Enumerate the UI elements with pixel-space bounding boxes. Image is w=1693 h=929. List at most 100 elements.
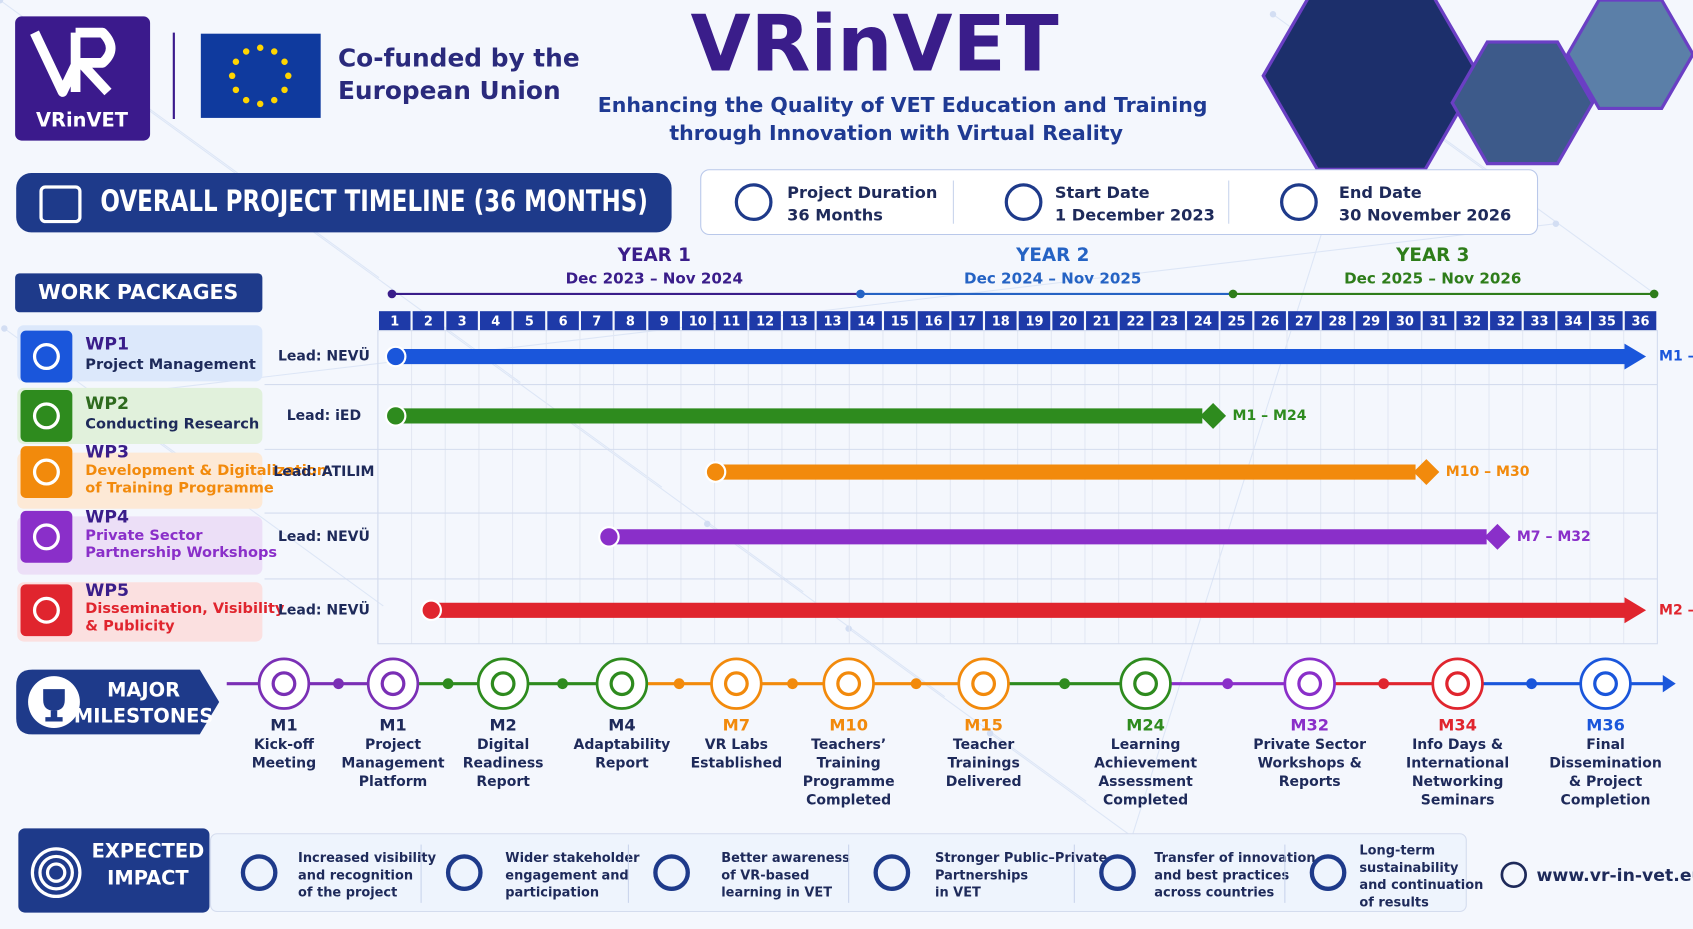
month-label: 14 bbox=[857, 314, 875, 329]
wp-id: WP4 bbox=[85, 507, 129, 527]
month-cell bbox=[1220, 311, 1253, 331]
month-cell bbox=[648, 311, 680, 331]
wp-icon-glyph bbox=[32, 596, 60, 624]
eu-star bbox=[232, 86, 240, 94]
milestone-glyph bbox=[1297, 671, 1323, 697]
impact-panel bbox=[210, 833, 1467, 913]
eu-text: Co-funded by the bbox=[338, 44, 580, 73]
wp-start bbox=[420, 599, 443, 622]
milestone-text: Achievement bbox=[1094, 756, 1197, 772]
month-cell bbox=[917, 311, 950, 331]
milestone-code: M32 bbox=[1290, 715, 1329, 734]
milestone-text: Completed bbox=[806, 792, 891, 808]
eu-star bbox=[256, 100, 264, 108]
impact-icon bbox=[240, 854, 278, 891]
milestone-text: Learning bbox=[1111, 737, 1181, 753]
impact-icon bbox=[1309, 854, 1347, 891]
info-value: 30 November 2026 bbox=[1339, 206, 1511, 225]
impact-text: Increased visibility bbox=[298, 851, 437, 866]
milestone-arrow bbox=[1662, 675, 1676, 693]
milestone-text: Completed bbox=[1103, 792, 1188, 808]
impact-text: of results bbox=[1359, 895, 1429, 910]
month-cell bbox=[378, 311, 411, 331]
milestone-circle bbox=[1119, 657, 1172, 710]
month-cell bbox=[1018, 311, 1051, 331]
wp-end-diamond bbox=[1200, 402, 1227, 429]
milestone-dot bbox=[673, 678, 685, 690]
wp-id: WP2 bbox=[85, 394, 129, 414]
month-cell bbox=[446, 311, 478, 331]
eu-star bbox=[271, 48, 278, 55]
impact-text: of the project bbox=[298, 886, 397, 901]
milestone-dot bbox=[333, 678, 344, 690]
milestone-code: M4 bbox=[608, 715, 635, 734]
month-label: 11 bbox=[722, 314, 740, 329]
milestone-glyph bbox=[1133, 671, 1158, 697]
milestone-text: VR Labs bbox=[705, 737, 768, 753]
milestone-glyph bbox=[490, 671, 516, 697]
info-value: 1 December 2023 bbox=[1055, 206, 1215, 225]
milestone-dot bbox=[442, 678, 454, 690]
month-label: 20 bbox=[1059, 314, 1077, 329]
wp-name: Development & Digitalization bbox=[85, 462, 327, 479]
wp-start bbox=[384, 405, 407, 427]
target-icon bbox=[30, 847, 82, 899]
wp-lead: Lead: NEVÜ bbox=[278, 347, 370, 365]
impact-text: in VET bbox=[935, 886, 981, 901]
milestone-circle bbox=[476, 657, 530, 710]
milestone-glyph bbox=[609, 671, 635, 697]
month-label: 24 bbox=[1194, 314, 1212, 329]
bg-node bbox=[1552, 220, 1560, 227]
target-icon bbox=[38, 854, 74, 891]
milestone-text: Networking bbox=[1412, 774, 1504, 790]
milestone-glyph bbox=[1445, 671, 1471, 697]
impact-text: and recognition bbox=[298, 868, 413, 883]
wp-card bbox=[17, 582, 263, 642]
wp-lead: Lead: ATILIM bbox=[273, 464, 374, 480]
month-label: 21 bbox=[1093, 314, 1111, 329]
impact-text: Partnerships bbox=[935, 868, 1028, 883]
month-cell bbox=[1355, 311, 1387, 331]
month-cell bbox=[614, 311, 647, 331]
milestone-code: M36 bbox=[1586, 715, 1625, 734]
year-dot bbox=[856, 289, 865, 299]
milestone-text: Training bbox=[817, 756, 881, 772]
milestone-text: Readiness bbox=[463, 756, 544, 772]
target-icon bbox=[45, 862, 67, 883]
month-label: 8 bbox=[626, 314, 635, 329]
milestone-code: M7 bbox=[723, 715, 750, 734]
month-cell bbox=[1523, 311, 1556, 331]
month-cell bbox=[783, 311, 815, 331]
eu-star bbox=[281, 58, 288, 66]
wp-name: Private Sector bbox=[85, 527, 203, 544]
logo-text: VRinVET bbox=[36, 109, 129, 132]
milestone-text: Established bbox=[691, 756, 783, 772]
wp-icon-glyph bbox=[32, 402, 60, 430]
bg-node bbox=[986, 730, 994, 737]
wp-icon bbox=[20, 389, 73, 442]
year-range: Dec 2023 – Nov 2024 bbox=[566, 269, 743, 287]
impact-text: Transfer of innovation bbox=[1154, 851, 1315, 866]
milestone-text: Private Sector bbox=[1253, 737, 1366, 753]
impact-title: EXPECTED bbox=[92, 840, 205, 863]
milestone-text: Final bbox=[1586, 737, 1625, 753]
wp-range: M1 – M36 bbox=[1659, 349, 1693, 365]
bg-node bbox=[0, 0, 4, 4]
milestone-text: Meeting bbox=[252, 756, 316, 772]
wp-end-diamond bbox=[1484, 523, 1511, 550]
milestone-code: M34 bbox=[1438, 715, 1477, 734]
milestone-text: Programme bbox=[803, 774, 895, 790]
milestone-text: Seminars bbox=[1421, 792, 1495, 808]
logo-mark bbox=[30, 27, 116, 97]
milestone-text: Kick-off bbox=[254, 737, 315, 753]
month-cell bbox=[1119, 311, 1152, 331]
month-label: 27 bbox=[1295, 314, 1313, 329]
month-label: 18 bbox=[992, 314, 1010, 329]
wp-name: Partnership Workshops bbox=[85, 544, 277, 561]
impact-icon bbox=[445, 854, 483, 891]
month-label: 32 bbox=[1463, 314, 1481, 329]
milestone-code: M10 bbox=[829, 715, 868, 734]
bg-network bbox=[565, 418, 804, 593]
milestone-text: International bbox=[1406, 756, 1509, 772]
